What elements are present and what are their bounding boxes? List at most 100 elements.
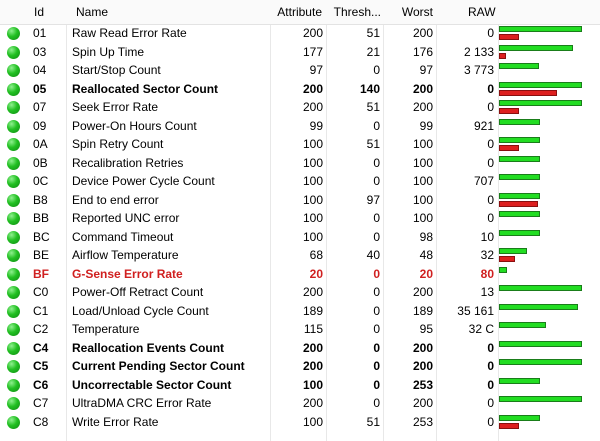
attribute-level-bar (499, 396, 582, 402)
column-header-raw[interactable]: RAW (468, 5, 496, 19)
table-row[interactable]: 0C Device Power Cycle Count 100 0 100 707 (0, 172, 600, 191)
table-row[interactable]: B8 End to end error 100 97 100 0 (0, 191, 600, 210)
value-bars (499, 81, 599, 98)
worst-value: 98 (419, 229, 433, 244)
attribute-level-bar (499, 285, 582, 291)
threshold-value: 140 (359, 81, 380, 96)
table-row[interactable]: BE Airflow Temperature 68 40 48 32 (0, 246, 600, 265)
value-bars (499, 192, 599, 209)
table-row[interactable]: C1 Load/Unload Cycle Count 189 0 189 35 161 (0, 302, 600, 321)
threshold-level-bar (499, 108, 519, 114)
attribute-value: 177 (302, 44, 323, 59)
attribute-name: Load/Unload Cycle Count (72, 303, 209, 318)
attribute-value: 100 (302, 414, 323, 429)
table-row[interactable]: 05 Reallocated Sector Count 200 140 200 0 (0, 80, 600, 99)
attribute-id: C4 (33, 340, 49, 355)
table-row[interactable]: C2 Temperature 115 0 95 32 C (0, 320, 600, 339)
column-header-id[interactable]: Id (34, 5, 45, 19)
table-row[interactable]: 0A Spin Retry Count 100 51 100 0 (0, 135, 600, 154)
attribute-level-bar (499, 229, 540, 236)
attribute-name: Power-Off Retract Count (72, 285, 204, 299)
attribute-level-bar (499, 248, 527, 254)
raw-value: 3 773 (463, 63, 494, 77)
attribute-level-bar (499, 211, 540, 217)
table-row[interactable]: 0B Recalibration Retries 100 0 100 0 (0, 154, 600, 173)
table-row[interactable]: C5 Current Pending Sector Count 200 0 200 0 (0, 357, 600, 376)
value-bars (499, 247, 599, 264)
threshold-value: 0 (373, 285, 380, 299)
table-row[interactable]: BC Command Timeout 100 0 98 10 (0, 228, 600, 247)
value-bars (499, 62, 599, 79)
raw-value: 0 (487, 340, 494, 355)
attribute-id: 0A (33, 137, 48, 151)
column-header-name[interactable]: Name (76, 5, 109, 19)
attribute-name: Temperature (72, 322, 140, 336)
value-bars (499, 99, 599, 116)
table-row[interactable]: 01 Raw Read Error Rate 200 51 200 0 (0, 24, 600, 43)
table-row[interactable]: C7 UltraDMA CRC Error Rate 200 0 200 0 (0, 394, 600, 413)
attribute-value: 200 (302, 359, 323, 373)
attribute-value: 100 (302, 174, 323, 188)
attribute-id: 04 (33, 63, 47, 77)
value-bars (499, 155, 599, 172)
threshold-level-bar (499, 52, 506, 59)
attribute-value: 100 (302, 192, 323, 207)
status-ok-icon (7, 45, 20, 59)
threshold-value: 0 (373, 174, 380, 188)
attribute-value: 97 (309, 63, 323, 77)
attribute-level-bar (499, 155, 540, 162)
attribute-id: BE (33, 248, 50, 262)
threshold-value: 51 (366, 414, 380, 429)
status-ok-icon (7, 119, 20, 133)
column-header-worst[interactable]: Worst (401, 5, 433, 19)
attribute-id: C5 (33, 359, 49, 373)
table-row[interactable]: 04 Start/Stop Count 97 0 97 3 773 (0, 61, 600, 80)
status-ok-icon (7, 267, 20, 281)
table-row[interactable]: 09 Power-On Hours Count 99 0 99 921 (0, 117, 600, 136)
threshold-value: 40 (366, 248, 380, 262)
worst-value: 200 (412, 396, 433, 410)
threshold-value: 0 (373, 229, 380, 244)
attribute-name: Reported UNC error (72, 211, 180, 225)
status-ok-icon (7, 415, 20, 429)
attribute-level-bar (499, 63, 539, 69)
worst-value: 100 (412, 192, 433, 207)
status-ok-icon (7, 323, 20, 336)
table-row[interactable]: 03 Spin Up Time 177 21 176 2 133 (0, 43, 600, 62)
raw-value: 35 161 (457, 303, 494, 318)
status-ok-icon (7, 360, 20, 373)
attribute-value: 99 (309, 118, 323, 133)
table-row[interactable]: BF G-Sense Error Rate 20 0 20 80 (0, 265, 600, 284)
value-bars (499, 321, 599, 338)
raw-value: 0 (487, 155, 494, 170)
attribute-level-bar (499, 377, 540, 384)
attribute-value: 200 (302, 26, 323, 40)
threshold-level-bar (499, 34, 519, 40)
attribute-name: Recalibration Retries (72, 155, 184, 170)
attribute-level-bar (499, 118, 540, 125)
status-ok-icon (7, 101, 20, 114)
attribute-name: Reallocation Events Count (72, 340, 225, 355)
attribute-value: 115 (303, 322, 323, 336)
table-row[interactable]: C8 Write Error Rate 100 51 253 0 (0, 413, 600, 432)
table-row[interactable]: C4 Reallocation Events Count 200 0 200 0 (0, 339, 600, 358)
table-row[interactable]: BB Reported UNC error 100 0 100 0 (0, 209, 600, 228)
value-bars (499, 136, 599, 153)
raw-value: 80 (480, 266, 494, 281)
table-row[interactable]: C0 Power-Off Retract Count 200 0 200 13 (0, 283, 600, 302)
column-header-threshold[interactable]: Thresh... (333, 5, 381, 19)
raw-value: 32 C (468, 322, 494, 336)
value-bars (499, 358, 599, 375)
attribute-id: 01 (33, 26, 47, 40)
table-row[interactable]: C6 Uncorrectable Sector Count 100 0 253 0 (0, 376, 600, 395)
table-row[interactable]: 07 Seek Error Rate 200 51 200 0 (0, 98, 600, 117)
attribute-name: Current Pending Sector Count (72, 359, 245, 373)
column-header-attribute[interactable]: Attribute (277, 5, 322, 19)
threshold-value: 0 (373, 155, 380, 170)
threshold-level-bar (499, 89, 557, 96)
worst-value: 253 (412, 414, 433, 429)
attribute-name: Airflow Temperature (72, 248, 179, 262)
raw-value: 0 (487, 100, 494, 114)
attribute-value: 100 (302, 377, 323, 392)
